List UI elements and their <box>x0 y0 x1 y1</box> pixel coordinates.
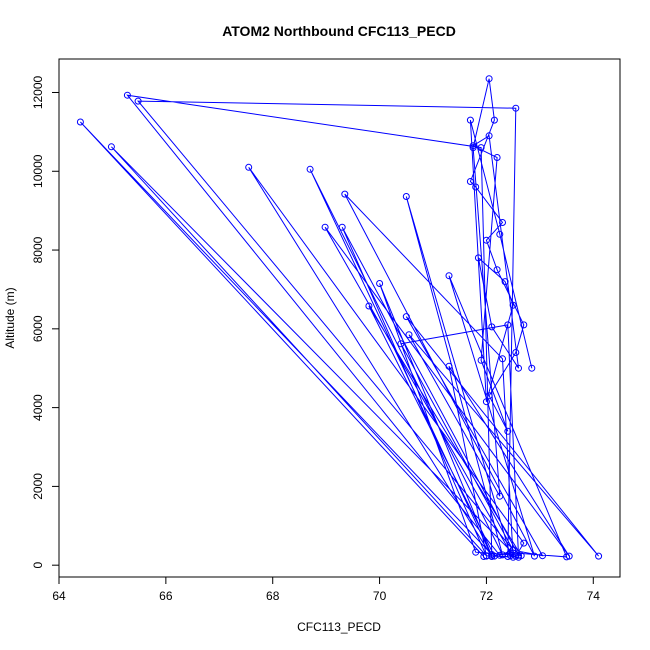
data-point <box>405 331 413 339</box>
data-point <box>499 219 506 226</box>
data-point <box>512 349 520 356</box>
data-point <box>482 236 490 244</box>
series-line <box>80 78 599 558</box>
data-point <box>512 104 520 112</box>
data-point <box>520 539 528 547</box>
data-point <box>499 551 506 559</box>
data-point <box>504 427 512 435</box>
data-point <box>123 91 131 99</box>
data-point <box>482 552 490 560</box>
data-point <box>341 190 349 198</box>
data-point <box>528 364 536 372</box>
data-point <box>496 492 504 500</box>
point-layer <box>76 75 603 561</box>
data-point <box>321 223 329 231</box>
y-tick-label: 8000 <box>31 236 45 263</box>
data-point <box>472 183 480 191</box>
data-point <box>477 356 485 364</box>
data-point <box>488 552 496 560</box>
data-point <box>76 118 84 126</box>
y-tick-label: 4000 <box>31 394 45 421</box>
x-tick-label: 64 <box>52 589 66 603</box>
data-point <box>515 551 522 559</box>
y-tick-label: 2000 <box>31 473 45 500</box>
data-point <box>306 165 314 173</box>
data-point <box>474 254 482 262</box>
data-point <box>402 313 410 321</box>
series-layer <box>80 78 599 558</box>
data-point <box>376 280 384 287</box>
data-point <box>469 144 477 152</box>
data-point <box>520 321 528 329</box>
data-point <box>515 364 522 372</box>
x-tick-label: 74 <box>587 589 601 603</box>
data-point <box>517 552 525 560</box>
data-point <box>485 132 493 140</box>
data-point <box>490 552 498 560</box>
data-point <box>501 278 509 286</box>
data-point <box>445 362 453 370</box>
data-point <box>402 193 410 200</box>
data-point <box>531 552 538 560</box>
x-tick-label: 72 <box>480 589 494 603</box>
data-point <box>365 302 373 310</box>
data-point <box>472 548 480 556</box>
data-point <box>445 272 453 280</box>
x-tick-label: 66 <box>159 589 173 603</box>
data-point <box>485 75 493 83</box>
data-point <box>485 392 493 400</box>
y-axis-label: Altitude (m) <box>3 287 17 348</box>
data-point <box>482 398 490 406</box>
y-axis: 0 2000 4000 6000 8000 10000 12000 <box>31 75 59 569</box>
plot-frame <box>58 58 621 578</box>
data-point <box>397 340 405 348</box>
y-tick-label: 10000 <box>31 154 45 188</box>
data-point <box>469 142 477 150</box>
data-point <box>496 551 504 559</box>
data-point <box>493 266 501 274</box>
x-tick-label: 70 <box>373 589 387 603</box>
data-point <box>466 116 474 124</box>
y-tick-label: 6000 <box>31 315 45 342</box>
chart-title: ATOM2 Northbound CFC113_PECD <box>222 23 456 39</box>
data-point <box>107 143 115 151</box>
data-point <box>134 97 142 105</box>
data-point <box>496 230 504 238</box>
data-point <box>509 546 517 554</box>
data-point <box>565 552 573 560</box>
x-tick-label: 68 <box>266 589 280 603</box>
data-point <box>477 144 485 152</box>
data-point <box>490 116 498 124</box>
data-point <box>499 355 506 363</box>
x-axis: 64 66 68 70 72 74 <box>52 577 600 603</box>
data-point <box>488 323 496 331</box>
data-point <box>466 178 474 185</box>
data-point <box>493 154 501 161</box>
data-point <box>504 321 512 329</box>
data-point <box>245 163 253 171</box>
y-tick-label: 0 <box>31 562 45 569</box>
y-tick-label: 12000 <box>31 75 45 109</box>
data-point <box>338 223 346 231</box>
data-point <box>539 552 546 560</box>
x-axis-label: CFC113_PECD <box>297 620 381 634</box>
data-point <box>595 552 603 560</box>
data-point <box>509 301 517 309</box>
